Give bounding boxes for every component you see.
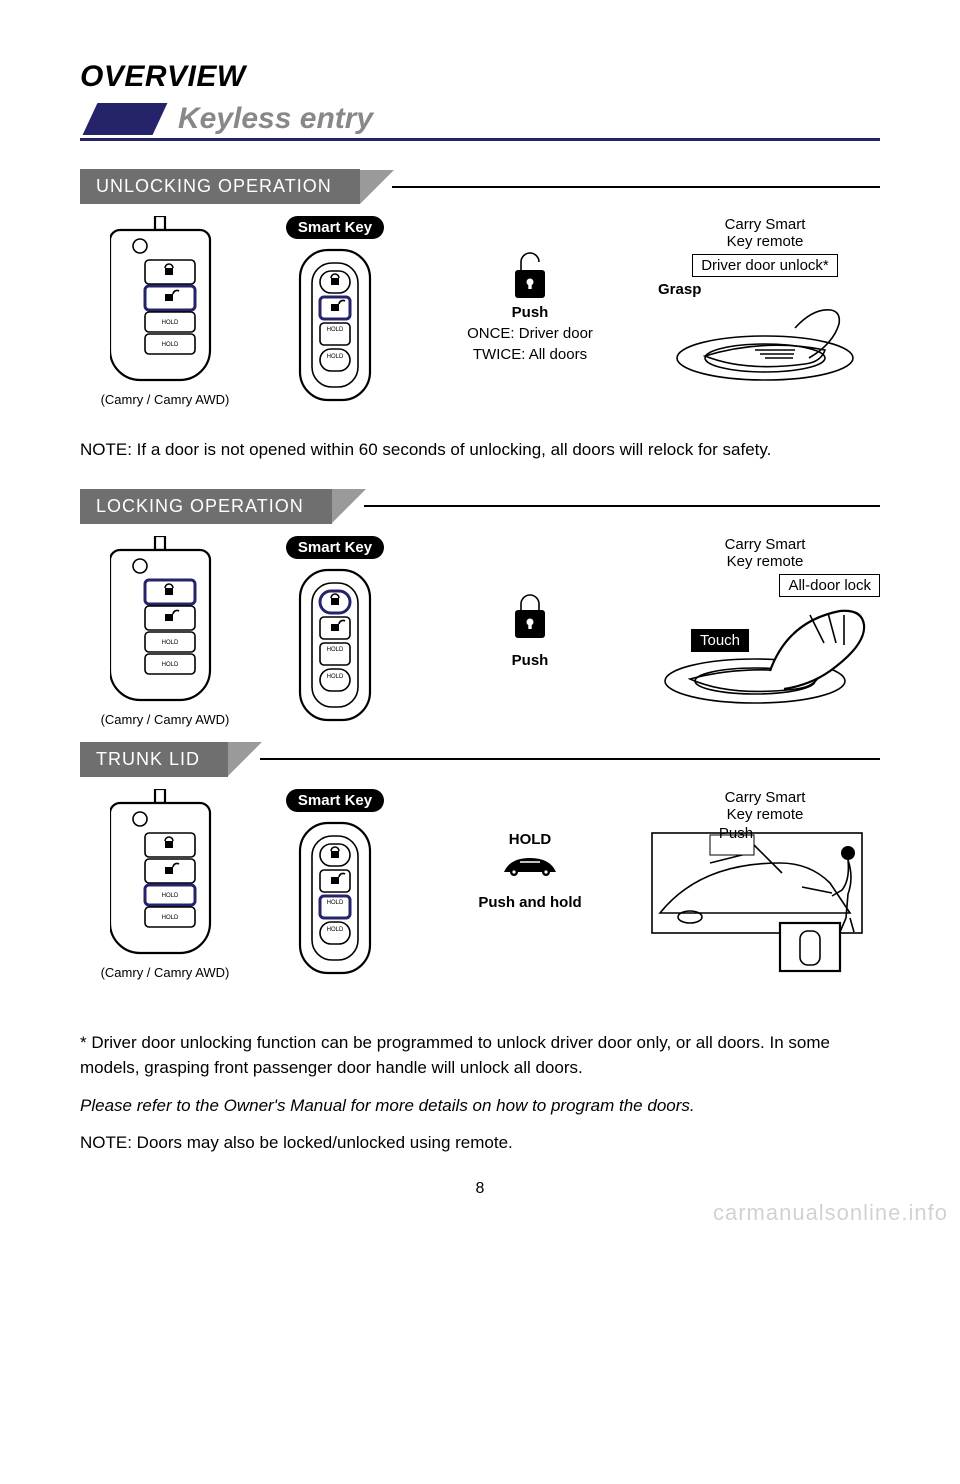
- subtitle-row: Keyless entry: [80, 102, 880, 136]
- accent-shape: [83, 103, 168, 135]
- push-label: Push: [420, 650, 640, 671]
- grasp-label: Grasp: [650, 281, 880, 298]
- footnote-italic: Please refer to the Owner's Manual for m…: [80, 1093, 880, 1119]
- model-caption: (Camry / Camry AWD): [80, 392, 250, 407]
- twice-label: TWICE: All doors: [420, 344, 640, 365]
- smart-key-badge: Smart Key: [286, 216, 384, 239]
- overview-title: OVERVIEW: [80, 60, 880, 94]
- push-label: Push: [716, 825, 756, 842]
- push-label: Push: [420, 302, 640, 323]
- hold-label: HOLD: [420, 829, 640, 850]
- section-rule: [260, 758, 880, 760]
- section-head-lock: LOCKING OPERATION: [80, 489, 880, 524]
- page-subtitle: Keyless entry: [178, 102, 373, 136]
- model-caption: (Camry / Camry AWD): [80, 712, 250, 727]
- smart-key-icon: HOLD HOLD: [290, 565, 380, 725]
- trunk-row: HOLD HOLD (Camry / Camry AWD) Smart Key …: [80, 789, 880, 990]
- flip-key-col: HOLD HOLD (Camry / Camry AWD): [80, 789, 250, 980]
- lock-row: HOLD HOLD (Camry / Camry AWD) Smart Key …: [80, 536, 880, 742]
- car-trunk-icon: [500, 850, 560, 880]
- svg-text:HOLD: HOLD: [162, 342, 179, 348]
- lock-right: Carry Smart Key remote All-door lock Tou…: [650, 536, 880, 742]
- unlock-mid: Push ONCE: Driver door TWICE: All doors: [420, 216, 640, 365]
- model-caption: (Camry / Camry AWD): [80, 965, 250, 980]
- door-handle-grasp-icon: [665, 298, 865, 388]
- section-rule: [364, 505, 880, 507]
- svg-text:HOLD: HOLD: [162, 893, 179, 899]
- divider: [80, 138, 880, 141]
- svg-text:HOLD: HOLD: [162, 915, 179, 921]
- svg-text:HOLD: HOLD: [162, 640, 179, 646]
- svg-text:HOLD: HOLD: [327, 354, 344, 360]
- smart-key-icon: HOLD HOLD: [290, 245, 380, 405]
- unlock-icon: [507, 246, 553, 302]
- trunk-mid: HOLD Push and hold: [420, 789, 640, 913]
- trunk-right: Carry Smart Key remote Push: [650, 789, 880, 990]
- smart-key-badge: Smart Key: [286, 789, 384, 812]
- carry-text2: Key remote: [650, 553, 880, 570]
- flip-key-icon: HOLD HOLD: [110, 536, 220, 706]
- section-rule: [392, 186, 880, 188]
- watermark: carmanualsonline.info: [713, 1200, 948, 1226]
- carry-text: Carry Smart: [650, 536, 880, 553]
- lock-icon: [507, 586, 553, 642]
- trunk-push-scene-icon: [650, 823, 880, 973]
- touch-label: Touch: [691, 629, 749, 652]
- svg-text:HOLD: HOLD: [162, 320, 179, 326]
- door-handle-touch-icon: [660, 601, 870, 711]
- unlock-right: Carry Smart Key remote Driver door unloc…: [650, 216, 880, 388]
- page-number: 8: [80, 1180, 880, 1198]
- smart-key-col: Smart Key HOLD HOLD: [260, 216, 410, 405]
- footer-block: * Driver door unlocking function can be …: [80, 1030, 880, 1156]
- smart-key-col: Smart Key HOLD HOLD: [260, 789, 410, 978]
- svg-text:HOLD: HOLD: [327, 674, 344, 680]
- footnote-note: NOTE: Doors may also be locked/unlocked …: [80, 1130, 880, 1156]
- svg-text:HOLD: HOLD: [327, 647, 344, 653]
- flip-key-icon: HOLD HOLD: [110, 789, 220, 959]
- svg-text:HOLD: HOLD: [327, 327, 344, 333]
- band-triangle: [228, 742, 262, 776]
- section-title: UNLOCKING OPERATION: [80, 169, 360, 204]
- section-title: TRUNK LID: [80, 742, 228, 777]
- smart-key-col: Smart Key HOLD HOLD: [260, 536, 410, 725]
- unlock-row: HOLD HOLD (Camry / Camry AWD) Smart Key …: [80, 216, 880, 416]
- carry-text2: Key remote: [650, 806, 880, 823]
- section-head-trunk: TRUNK LID: [80, 742, 880, 777]
- carry-text: Carry Smart: [650, 789, 880, 806]
- svg-text:HOLD: HOLD: [162, 662, 179, 668]
- footnote-star: * Driver door unlocking function can be …: [80, 1030, 880, 1081]
- manual-page: OVERVIEW Keyless entry UNLOCKING OPERATI…: [0, 0, 960, 1238]
- flip-key-icon: HOLD HOLD: [110, 216, 220, 386]
- section-head-unlock: UNLOCKING OPERATION: [80, 169, 880, 204]
- svg-text:HOLD: HOLD: [327, 927, 344, 933]
- band-triangle: [360, 170, 394, 204]
- driver-door-callout: Driver door unlock*: [692, 254, 838, 277]
- carry-text2: Key remote: [650, 233, 880, 250]
- once-label: ONCE: Driver door: [420, 323, 640, 344]
- section-title: LOCKING OPERATION: [80, 489, 332, 524]
- smart-key-icon: HOLD HOLD: [290, 818, 380, 978]
- flip-key-col: HOLD HOLD (Camry / Camry AWD): [80, 536, 250, 727]
- lock-mid: Push: [420, 536, 640, 671]
- svg-text:HOLD: HOLD: [327, 900, 344, 906]
- band-triangle: [332, 489, 366, 523]
- smart-key-badge: Smart Key: [286, 536, 384, 559]
- flip-key-col: HOLD HOLD (Camry / Camry AWD): [80, 216, 250, 407]
- pushhold-label: Push and hold: [420, 892, 640, 913]
- carry-text: Carry Smart: [650, 216, 880, 233]
- unlock-note: NOTE: If a door is not opened within 60 …: [80, 438, 880, 463]
- alldoor-callout: All-door lock: [779, 574, 880, 597]
